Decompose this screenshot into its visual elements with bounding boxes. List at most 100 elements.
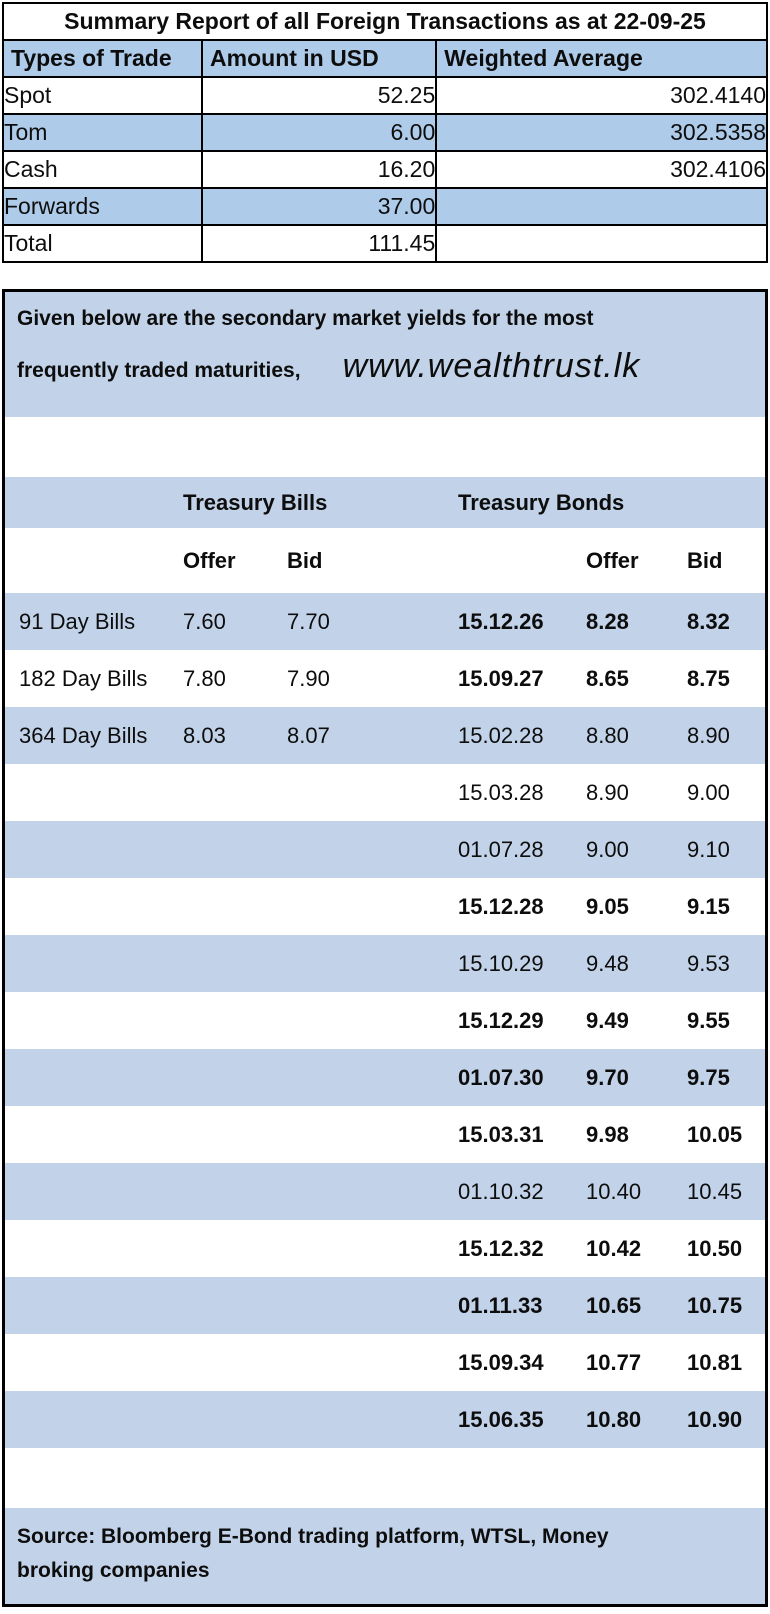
bond-bid: 9.75 [687,1064,730,1090]
cell-wavg [435,224,768,263]
bond-offer: 10.65 [586,1292,642,1318]
bond-offer: 9.98 [586,1121,629,1147]
yield-row: 364 Day Bills 8.03 8.07 15.02.28 8.80 8.90 [5,707,765,764]
bills-bid-header: Bid [287,547,323,573]
cell-wavg [435,187,768,226]
cell-wavg: 302.5358 [435,113,768,152]
source-text-line1: Source: Bloomberg E-Bond trading platfor… [17,1525,609,1548]
bond-date: 15.12.32 [458,1235,544,1261]
cell-amt: 52.25 [201,76,438,115]
summary-row: Total 111.45 [1,224,768,263]
bond-offer: 9.48 [586,950,629,976]
bond-offer: 10.42 [586,1235,642,1261]
bond-date: 15.12.28 [458,893,544,919]
yield-row: 15.09.34 10.77 10.81 [5,1334,765,1391]
treasury-bills-header: Treasury Bills [183,489,328,515]
bond-date: 15.10.29 [458,950,544,976]
yield-row: 01.10.32 10.40 10.45 [5,1163,765,1220]
cell-amt: 37.00 [201,187,438,226]
bond-bid: 10.81 [687,1349,743,1375]
yield-row: 15.12.28 9.05 9.15 [5,878,765,935]
intro-text-line2: frequently traded maturities, www.wealth… [17,347,755,386]
bond-bid: 9.53 [687,950,730,976]
bond-offer: 10.40 [586,1178,642,1204]
bond-bid: 10.90 [687,1406,743,1432]
summary-table: Summary Report of all Foreign Transactio… [1,2,768,263]
bond-date: 15.03.28 [458,779,544,805]
bond-date: 01.07.30 [458,1064,544,1090]
yield-row: 01.11.33 10.65 10.75 [5,1277,765,1334]
summary-header-row: Types of Trade Amount in USD Weighted Av… [1,39,768,78]
bill-bid: 7.90 [287,665,330,691]
cell-type: Cash [1,150,204,189]
yields-intro: Given below are the secondary market yie… [5,292,765,417]
cell-type: Spot [1,76,204,115]
summary-row: Tom 6.00 302.5358 [1,113,768,152]
yields-section: Given below are the secondary market yie… [2,289,768,1607]
column-header-weighted-average: Weighted Average [435,39,768,78]
cell-type: Forwards [1,187,204,226]
summary-row: Cash 16.20 302.4106 [1,150,768,189]
bond-offer: 8.28 [586,608,629,634]
bond-bid: 10.45 [687,1178,743,1204]
column-header-types-of-trade: Types of Trade [1,39,204,78]
yield-row: 01.07.30 9.70 9.75 [5,1049,765,1106]
bond-bid: 9.15 [687,893,730,919]
column-header-amount-usd: Amount in USD [201,39,438,78]
website-link: www.wealthtrust.lk [342,347,641,385]
intro-text-line2-label: frequently traded maturities, [17,359,301,382]
source-text-line2: broking companies [17,1558,210,1582]
bill-bid: 8.07 [287,722,330,748]
bond-bid: 10.05 [687,1121,743,1147]
bond-offer: 9.00 [586,836,629,862]
bond-bid: 10.75 [687,1292,743,1318]
bond-date: 15.09.34 [458,1349,544,1375]
yields-subheader-row: Offer Bid Offer Bid [5,528,765,593]
cell-amt: 16.20 [201,150,438,189]
bond-date: 01.11.33 [458,1292,543,1318]
yield-row: 01.07.28 9.00 9.10 [5,821,765,878]
cell-wavg: 302.4140 [435,76,768,115]
bond-bid: 9.00 [687,779,730,805]
bond-offer: 8.65 [586,665,629,691]
summary-row: Forwards 37.00 [1,187,768,226]
bill-label: 91 Day Bills [19,608,136,634]
summary-title: Summary Report of all Foreign Transactio… [2,2,768,41]
bond-bid: 10.50 [687,1235,743,1261]
yield-row: 15.12.29 9.49 9.55 [5,992,765,1049]
cell-amt: 111.45 [201,224,438,263]
yield-row: 15.12.32 10.42 10.50 [5,1220,765,1277]
bill-label: 182 Day Bills [19,665,148,691]
bond-offer: 9.70 [586,1064,629,1090]
intro-text-line1: Given below are the secondary market yie… [17,307,594,330]
bond-date: 15.02.28 [458,722,544,748]
yield-row: 15.10.29 9.48 9.53 [5,935,765,992]
cell-type: Total [1,224,204,263]
yield-row: 182 Day Bills 7.80 7.90 15.09.27 8.65 8.75 [5,650,765,707]
bond-offer: 9.05 [586,893,629,919]
bonds-offer-header: Offer [586,547,639,573]
yield-row: 15.06.35 10.80 10.90 [5,1391,765,1448]
yields-group-header-row: Treasury Bills Treasury Bonds [5,477,765,528]
yield-row: 91 Day Bills 7.60 7.70 15.12.26 8.28 8.32 [5,593,765,650]
cell-type: Tom [1,113,204,152]
bond-date: 15.03.31 [458,1121,544,1147]
bond-offer: 10.77 [586,1349,642,1375]
source-note: Source: Bloomberg E-Bond trading platfor… [5,1508,765,1604]
summary-title-row: Summary Report of all Foreign Transactio… [2,2,768,41]
bond-offer: 9.49 [586,1007,629,1033]
bond-date: 15.06.35 [458,1406,544,1432]
cell-wavg: 302.4106 [435,150,768,189]
yield-row: 15.03.28 8.90 9.00 [5,764,765,821]
yields-rows: 91 Day Bills 7.60 7.70 15.12.26 8.28 8.32 182 … [5,593,765,1448]
bill-bid: 7.70 [287,608,330,634]
bill-offer: 7.80 [183,665,226,691]
bond-date: 15.12.26 [458,608,544,634]
treasury-bonds-header: Treasury Bonds [458,489,625,515]
bond-offer: 8.80 [586,722,629,748]
bond-offer: 10.80 [586,1406,642,1432]
bond-date: 01.07.28 [458,836,544,862]
summary-row: Spot 52.25 302.4140 [1,76,768,115]
bill-offer: 7.60 [183,608,226,634]
